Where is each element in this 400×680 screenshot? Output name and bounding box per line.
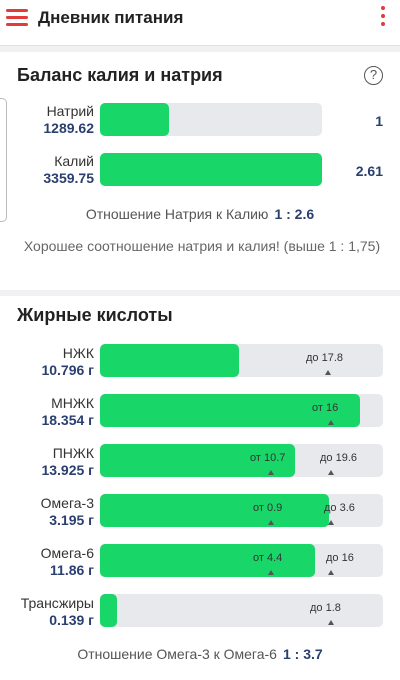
range-marker xyxy=(328,570,334,575)
range-marker xyxy=(328,620,334,625)
fat-range-label: до 16 xyxy=(326,552,354,564)
top-app-bar: Дневник питания xyxy=(0,0,400,46)
more-options-icon[interactable] xyxy=(380,6,386,32)
fat-bar: от 10.7 до 19.6 xyxy=(100,444,383,477)
fat-range-label: до 17.8 xyxy=(306,352,344,364)
fat-name: ПНЖК xyxy=(52,445,94,461)
fat-value: 11.86 г xyxy=(50,562,94,578)
fat-range-label: до 19.6 xyxy=(320,452,358,464)
fat-name: Омега-6 xyxy=(40,545,94,561)
fat-bar-fill xyxy=(100,544,315,577)
fat-range-label: от 4.4 xyxy=(253,552,283,564)
ratio-label: Отношение Натрия к Калию xyxy=(85,206,269,222)
range-marker xyxy=(268,470,274,475)
balance-note: Хорошее соотношение натрия и калия! (выш… xyxy=(23,238,381,254)
range-marker xyxy=(328,420,334,425)
fat-value: 0.139 г xyxy=(49,612,94,628)
fat-bar: от 0.9 до 3.6 xyxy=(100,494,383,527)
app-title: Дневник питания xyxy=(38,8,184,27)
potassium-ratio: 2.61 xyxy=(355,163,383,179)
sodium-bar-fill xyxy=(100,103,169,136)
omega-ratio-value: 1 : 3.7 xyxy=(282,646,323,662)
sodium-potassium-ratio: Отношение Натрия к Калию 1 : 2.6 xyxy=(0,206,400,222)
fat-name: НЖК xyxy=(62,345,94,361)
range-marker xyxy=(268,520,274,525)
omega-ratio: Отношение Омега-3 к Омега-6 1 : 3.7 xyxy=(0,646,400,662)
potassium-bar xyxy=(100,153,322,186)
range-marker xyxy=(268,570,274,575)
fat-range-label: до 1.8 xyxy=(310,602,341,614)
help-icon[interactable]: ? xyxy=(364,66,383,85)
side-bracket xyxy=(0,98,7,222)
fat-range-label: от 16 xyxy=(312,402,339,414)
fat-name: МНЖК xyxy=(51,395,94,411)
potassium-value: 3359.75 xyxy=(43,170,94,186)
fats-title: Жирные кислоты xyxy=(17,305,173,325)
fat-bar-fill xyxy=(100,594,117,627)
sodium-bar xyxy=(100,103,322,136)
potassium-bar-fill xyxy=(100,153,322,186)
balance-title: Баланс калия и натрия xyxy=(17,65,223,85)
fat-value: 13.925 г xyxy=(41,462,94,478)
fat-value: 10.796 г xyxy=(41,362,94,378)
range-marker xyxy=(328,520,334,525)
fat-range-label: от 0.9 xyxy=(253,502,283,514)
omega-ratio-label: Отношение Омега-3 к Омега-6 xyxy=(77,646,277,662)
fat-name: Трансжиры xyxy=(20,595,94,611)
ratio-value: 1 : 2.6 xyxy=(274,206,315,222)
fat-value: 3.195 г xyxy=(49,512,94,528)
sodium-ratio: 1 xyxy=(375,113,383,129)
fat-name: Омега-3 xyxy=(40,495,94,511)
fat-bar-fill xyxy=(100,444,295,477)
potassium-sodium-card: Баланс калия и натрия ? Натрий 1289.62 1… xyxy=(0,52,400,290)
sodium-label: Натрий xyxy=(46,103,94,119)
sodium-value: 1289.62 xyxy=(43,120,94,136)
fat-range-label: до 3.6 xyxy=(324,502,355,514)
potassium-label: Калий xyxy=(54,153,94,169)
fat-bar-fill xyxy=(100,394,360,427)
fat-range-label: от 10.7 xyxy=(250,452,286,464)
fatty-acids-card: Жирные кислоты НЖК 10.796 г до 17.8 МНЖК 18.… xyxy=(0,296,400,680)
range-marker xyxy=(325,370,331,375)
hamburger-menu-icon[interactable] xyxy=(6,9,28,27)
fat-bar: от 16 xyxy=(100,394,383,427)
fat-bar-fill xyxy=(100,344,239,377)
fat-value: 18.354 г xyxy=(41,412,94,428)
fat-bar: от 4.4 до 16 xyxy=(100,544,383,577)
fat-bar: до 17.8 xyxy=(100,344,383,377)
fat-bar: до 1.8 xyxy=(100,594,383,627)
fat-bar-fill xyxy=(100,494,329,527)
range-marker xyxy=(328,470,334,475)
